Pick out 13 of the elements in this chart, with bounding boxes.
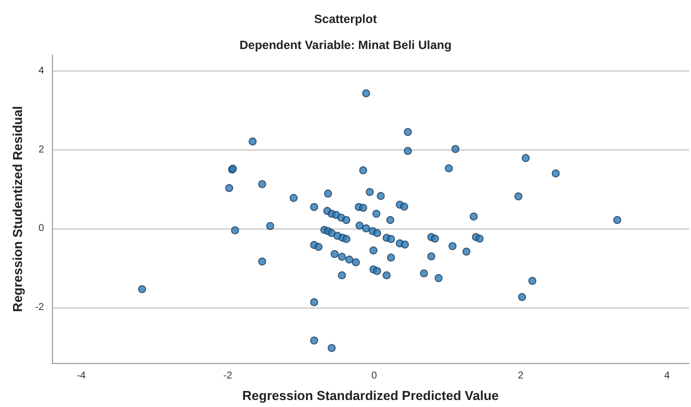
y-tick-label: 4 <box>38 65 44 76</box>
x-tick-label: -2 <box>223 370 233 382</box>
x-tick-label: 4 <box>664 370 670 382</box>
x-axis-title: Regression Standardized Predicted Value <box>242 388 499 403</box>
chart-subtitle: Dependent Variable: Minat Beli Ulang <box>239 38 452 52</box>
y-axis-title: Regression Studentized Residual <box>10 106 25 312</box>
x-tick-label: -4 <box>76 370 86 382</box>
x-tick-label: 0 <box>371 370 378 382</box>
chart-title: Scatterplot <box>314 12 377 26</box>
y-tick-label: -2 <box>35 302 44 314</box>
y-tick-label: 2 <box>38 144 44 156</box>
y-tick-label: 0 <box>38 223 44 234</box>
x-tick-label: 2 <box>518 370 524 382</box>
